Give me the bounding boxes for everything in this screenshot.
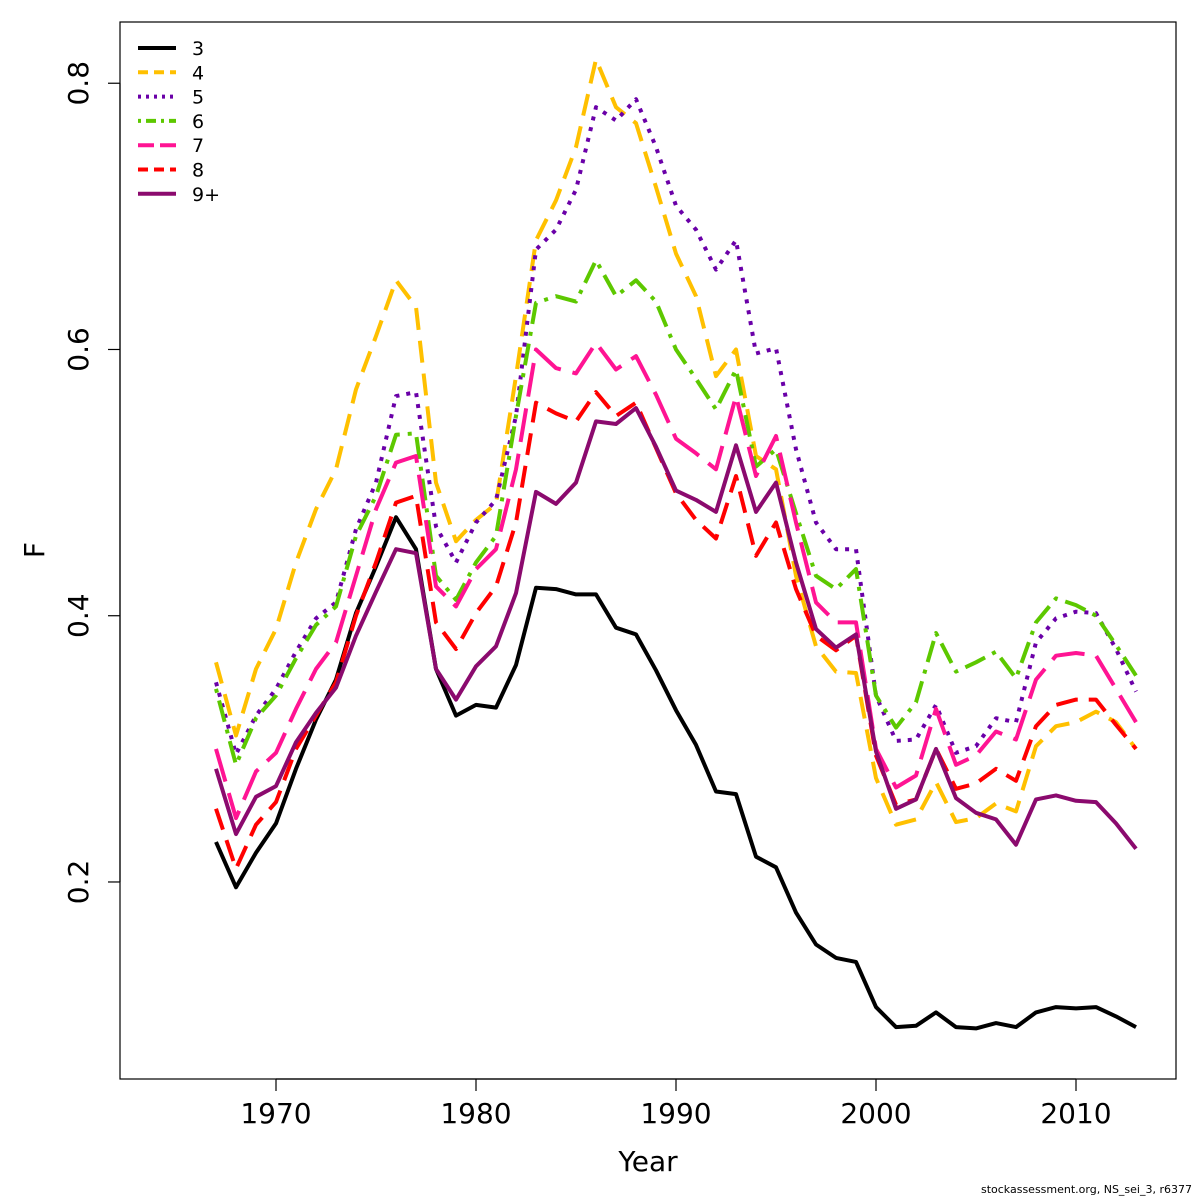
x-axis: 1970 1980 1990 2000 2010 <box>240 1078 1112 1130</box>
x-tick-label: 1970 <box>240 1097 311 1130</box>
y-axis-label: F <box>18 542 51 558</box>
series-group <box>214 57 1138 1031</box>
plot-frame <box>119 21 1177 1080</box>
y-tick-label: 0.4 <box>62 593 95 638</box>
x-axis-label: Year <box>617 1145 678 1178</box>
x-tick-label: 2010 <box>1040 1097 1111 1130</box>
legend-label-4: 4 <box>192 62 204 84</box>
legend-label-9plus: 9+ <box>192 184 220 206</box>
series-line-9plus <box>214 406 1138 850</box>
legend-label-7: 7 <box>192 135 204 157</box>
series-line-8 <box>214 390 1138 871</box>
series-line-6 <box>214 258 1138 767</box>
legend-label-5: 5 <box>192 87 204 109</box>
y-tick-label: 0.8 <box>62 61 95 106</box>
series-line-3 <box>214 515 1137 1031</box>
legend-label-3: 3 <box>192 38 204 60</box>
series-line-5 <box>214 97 1138 757</box>
legend: 34 567 89+ <box>138 38 220 206</box>
x-tick-label: 1980 <box>440 1097 511 1130</box>
y-axis: 0.2 0.4 0.6 0.8 <box>62 61 121 905</box>
footer-note: stockassessment.org, NS_sei_3, r6377 <box>980 1183 1192 1196</box>
y-tick-label: 0.2 <box>62 860 95 905</box>
legend-label-6: 6 <box>192 111 204 133</box>
x-tick-label: 1990 <box>640 1097 711 1130</box>
legend-label-8: 8 <box>192 160 204 182</box>
series-line-7 <box>214 340 1138 821</box>
x-tick-label: 2000 <box>840 1097 911 1130</box>
y-tick-label: 0.6 <box>62 327 95 372</box>
